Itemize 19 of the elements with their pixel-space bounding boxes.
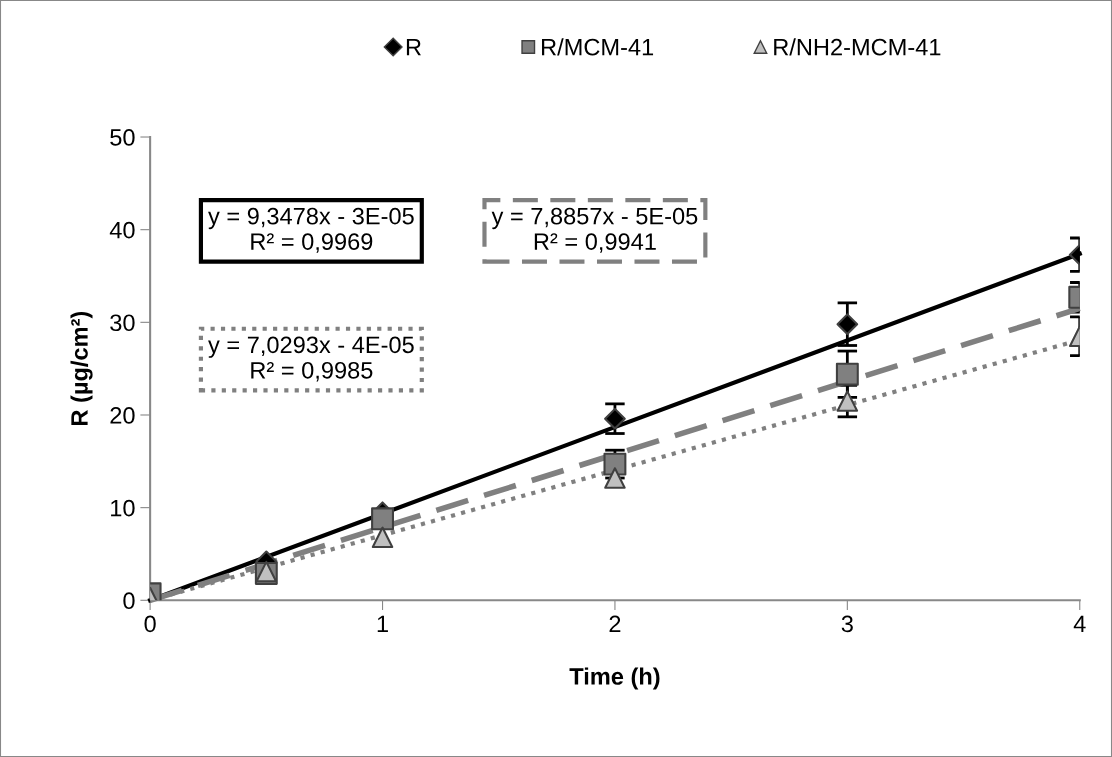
x-tick-label: 2 [609,615,621,632]
legend-label: R/MCM-41 [542,38,654,56]
x-tick-label: 3 [841,615,853,633]
y-tick-label: 0 [123,592,135,610]
annotation: y = 7,0293x - 4E-05 R² = 0,9985 [208,336,414,382]
annotation: y = 7,8857x - 5E-05 R² = 0,9941 [491,207,698,253]
legend-label: R [406,39,421,56]
y-tick-label: 50 [110,129,135,146]
x-tick-label: 0 [144,615,156,633]
x-axis-title: Time (h) [569,667,660,690]
annotation: y = 9,3478x - 3E-05 R² = 0,9969 [208,207,414,253]
y-tick-label: 40 [109,221,135,239]
x-tick-label: 1 [377,615,388,632]
x-tick-label: 4 [1073,615,1086,632]
legend-label: R/NH2-MCM-41 [774,38,941,56]
y-axis-title: R (µg/cm²) [70,311,93,426]
y-tick-label: 30 [110,314,135,332]
y-tick-label: 20 [110,407,135,424]
y-tick-label: 10 [111,499,135,517]
